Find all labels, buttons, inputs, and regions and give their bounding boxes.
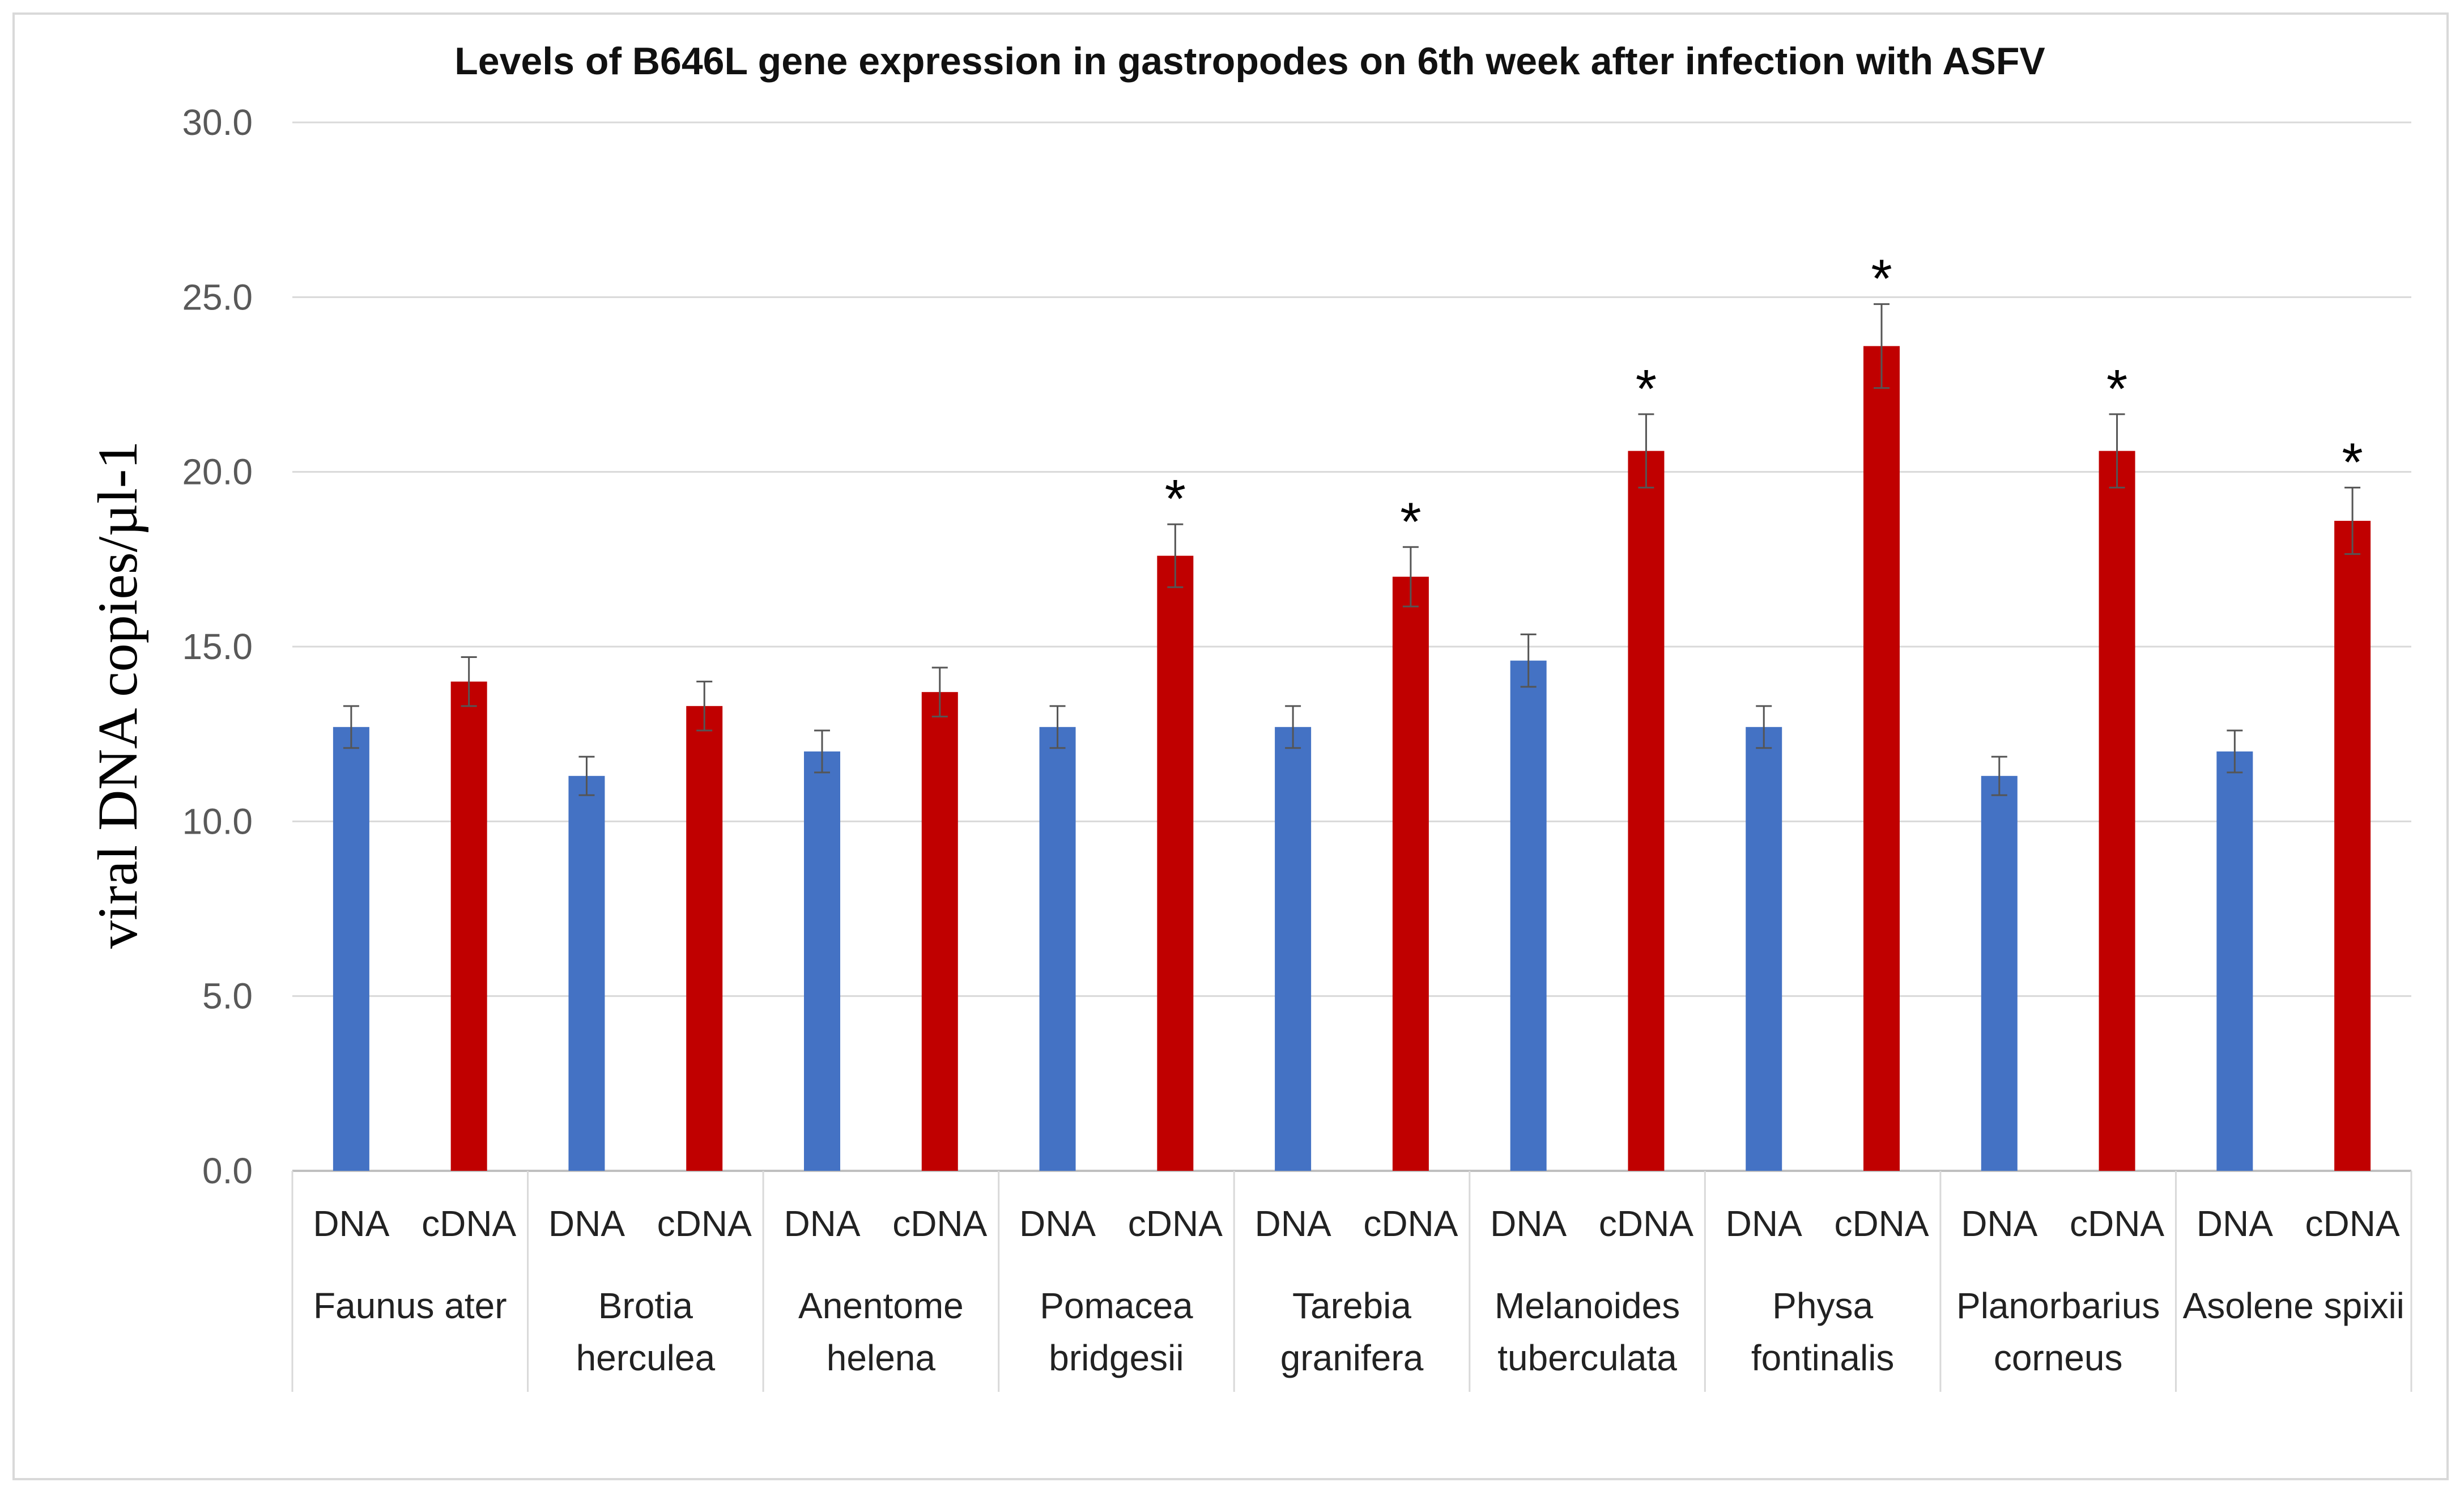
bar-cdna xyxy=(1392,576,1429,1171)
y-tick-label: 0.0 xyxy=(202,1150,253,1191)
x-subcategory-label: DNA xyxy=(2197,1203,2273,1244)
x-subcategory-label: DNA xyxy=(1255,1203,1331,1244)
y-tick-label: 15.0 xyxy=(182,626,253,667)
x-subcategory-label: DNA xyxy=(784,1203,860,1244)
x-category-label: Physa xyxy=(1772,1285,1873,1326)
x-category-label: Anentome xyxy=(798,1285,964,1326)
x-category-label: herculea xyxy=(576,1337,716,1378)
y-tick-label: 5.0 xyxy=(202,976,253,1017)
bar-cdna xyxy=(450,681,487,1171)
x-subcategory-label: cDNA xyxy=(892,1203,987,1244)
bar-cdna xyxy=(2099,451,2135,1171)
x-subcategory-label: cDNA xyxy=(657,1203,752,1244)
x-subcategory-label: DNA xyxy=(1490,1203,1567,1244)
bar-dna xyxy=(568,776,605,1171)
x-category-label: Asolene spixii xyxy=(2183,1285,2405,1326)
bar-cdna xyxy=(2334,521,2371,1171)
y-tick-label: 10.0 xyxy=(182,801,253,842)
x-subcategory-label: cDNA xyxy=(422,1203,516,1244)
significance-marker: * xyxy=(2342,432,2363,492)
y-axis-ticks: 0.0 5.0 10.0 15.0 20.0 25.0 30.0 xyxy=(182,102,253,1191)
bars: * * * * * * xyxy=(333,249,2371,1171)
x-category-label: Planorbarius xyxy=(1956,1285,2160,1326)
bar-cdna xyxy=(1863,346,1900,1171)
x-subcategory-label: cDNA xyxy=(1128,1203,1223,1244)
x-category-label: tuberculata xyxy=(1497,1337,1677,1378)
x-axis: DNA cDNA Faunus ater DNA cDNA Brotia herculea D… xyxy=(291,1171,2412,1392)
bar-dna xyxy=(1746,727,1782,1171)
x-subcategory-label: DNA xyxy=(1961,1203,2037,1244)
x-subcategory-label: cDNA xyxy=(2305,1203,2400,1244)
bar-cdna xyxy=(921,692,958,1171)
x-subcategory-label: DNA xyxy=(313,1203,389,1244)
bar-dna xyxy=(1981,776,2018,1171)
bar-chart: Levels of B646L gene expression in gastr… xyxy=(86,40,2412,1392)
x-category-label: Brotia xyxy=(598,1285,693,1326)
bar-cdna xyxy=(1157,555,1194,1171)
significance-marker: * xyxy=(1871,249,1892,309)
bar-dna xyxy=(804,751,840,1171)
significance-marker: * xyxy=(2106,359,2127,419)
x-category-label: Melanoides xyxy=(1495,1285,1680,1326)
gridlines xyxy=(292,121,2411,1172)
x-subcategory-label: cDNA xyxy=(1834,1203,1929,1244)
x-category-label: Faunus ater xyxy=(313,1285,507,1326)
chart-frame: Levels of B646L gene expression in gastr… xyxy=(12,12,2449,1480)
x-category-label: corneus xyxy=(1994,1337,2123,1378)
x-category-label: helena xyxy=(827,1337,936,1378)
x-subcategory-label: cDNA xyxy=(1363,1203,1458,1244)
x-category-label: Pomacea xyxy=(1040,1285,1193,1326)
x-subcategory-label: cDNA xyxy=(2070,1203,2164,1244)
significance-marker: * xyxy=(1165,469,1186,529)
bar-cdna xyxy=(1628,451,1665,1171)
significance-marker: * xyxy=(1636,359,1657,419)
bar-cdna xyxy=(686,706,723,1171)
x-subcategory-label: DNA xyxy=(1726,1203,1802,1244)
x-category-label: Tarebia xyxy=(1292,1285,1411,1326)
bar-dna xyxy=(1039,727,1076,1171)
y-tick-label: 20.0 xyxy=(182,452,253,492)
x-subcategory-label: cDNA xyxy=(1599,1203,1693,1244)
y-tick-label: 30.0 xyxy=(182,102,253,143)
x-subcategory-label: DNA xyxy=(548,1203,625,1244)
bar-dna xyxy=(333,727,369,1171)
bar-dna xyxy=(2216,751,2253,1171)
y-tick-label: 25.0 xyxy=(182,277,253,317)
x-category-label: bridgesii xyxy=(1049,1337,1184,1378)
significance-marker: * xyxy=(1400,491,1421,552)
y-axis-label: viral DNA copies/µl-1 xyxy=(86,441,149,949)
x-category-label: fontinalis xyxy=(1751,1337,1895,1378)
x-category-label: granifera xyxy=(1280,1337,1424,1378)
bar-dna xyxy=(1275,727,1312,1171)
chart-title: Levels of B646L gene expression in gastr… xyxy=(454,40,2045,83)
bar-dna xyxy=(1510,660,1547,1171)
x-subcategory-label: DNA xyxy=(1019,1203,1096,1244)
